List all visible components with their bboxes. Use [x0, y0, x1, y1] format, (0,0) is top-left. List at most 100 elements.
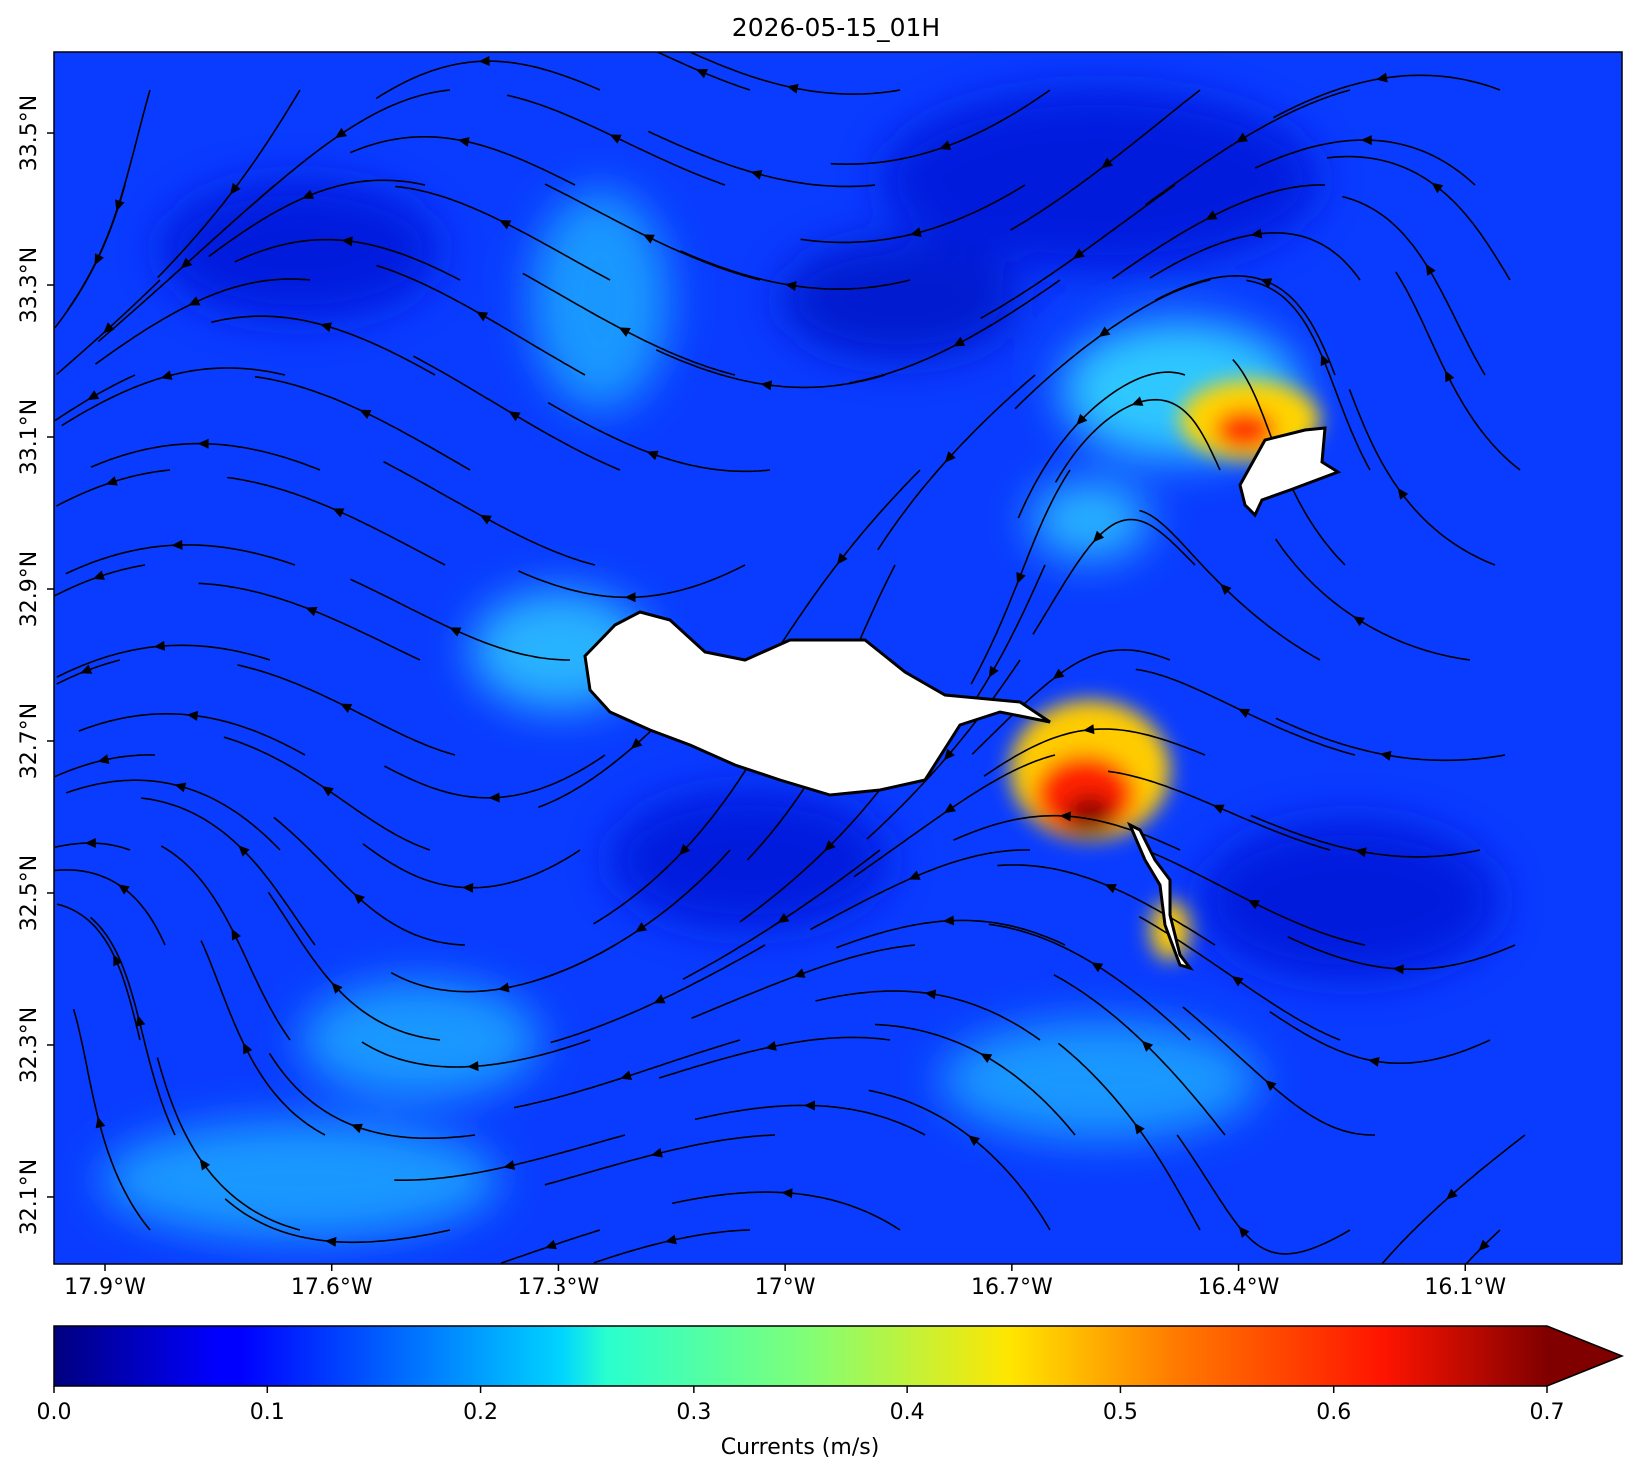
current-field: [54, 52, 1622, 1264]
stream-arrow: [1431, 182, 1444, 194]
stream-arrow: [497, 982, 510, 993]
stream-arrow: [1072, 248, 1085, 259]
stream-arrow: [171, 539, 183, 550]
stream-arrow: [1141, 1040, 1154, 1052]
map-title: 2026-05-15_01H: [732, 13, 940, 42]
stream-arrow: [1016, 571, 1026, 585]
stream-arrow: [95, 1116, 106, 1129]
y-tick-label: 33.3°N: [17, 247, 42, 323]
stream-arrow: [1091, 962, 1104, 973]
stream-arrow: [1354, 847, 1367, 858]
stream-arrow: [353, 893, 365, 905]
stream-arrow: [544, 1239, 557, 1250]
stream-arrow: [650, 1147, 663, 1158]
colorbar-tick-label: 0.2: [463, 1400, 498, 1425]
stream-arrow: [646, 450, 659, 461]
stream-arrow: [476, 311, 489, 322]
stream-arrow: [943, 748, 955, 761]
stream-arrow: [980, 1053, 993, 1064]
y-tick-label: 32.5°N: [17, 855, 42, 931]
stream-arrow: [1238, 1226, 1250, 1238]
stream-arrow: [1444, 370, 1455, 383]
colorbar-tick-label: 0.6: [1316, 1400, 1351, 1425]
stream-arrow: [653, 994, 666, 1004]
stream-arrow: [188, 296, 201, 306]
stream-arrow: [1250, 228, 1263, 239]
stream-arrow: [609, 134, 622, 144]
stream-arrow: [1231, 976, 1244, 987]
stream-arrow: [1093, 530, 1105, 543]
stream-arrow: [321, 786, 334, 797]
stream-arrow: [1212, 804, 1225, 814]
colorbar-tick-label: 0.5: [1103, 1400, 1138, 1425]
x-tick-label: 17°W: [755, 1275, 816, 1300]
stream-arrow: [117, 884, 130, 895]
stream-arrow: [760, 380, 773, 391]
stream-arrow: [620, 1070, 633, 1081]
stream-arrow: [624, 592, 636, 603]
stream-arrow: [750, 169, 763, 180]
stream-arrow: [231, 928, 241, 941]
stream-arrow: [1131, 396, 1144, 406]
stream-arrow: [1260, 278, 1273, 288]
y-tick-label: 32.1°N: [17, 1159, 42, 1235]
stream-arrow: [1392, 964, 1404, 975]
stream-arrow: [1098, 326, 1111, 338]
stream-arrow: [186, 710, 199, 721]
stream-arrow: [341, 236, 353, 247]
stream-arrow: [197, 438, 209, 449]
stream-arrow: [302, 189, 315, 199]
stream-arrow: [199, 1158, 211, 1171]
stream-arrow: [479, 514, 492, 525]
stream-arrow: [340, 703, 353, 714]
stream-arrow: [764, 1041, 777, 1051]
stream-arrow: [499, 220, 512, 230]
stream-arrow: [1059, 811, 1071, 822]
stream-arrow: [1360, 135, 1372, 146]
stream-arrow: [642, 234, 655, 244]
stream-arrow: [943, 802, 956, 814]
stream-arrow: [457, 137, 470, 147]
stream-arrow: [242, 1042, 253, 1055]
stream-arrow: [335, 127, 347, 139]
x-tick-label: 16.4°W: [1198, 1275, 1280, 1300]
stream-arrow: [942, 915, 955, 926]
stream-arrow: [1238, 708, 1251, 718]
stream-arrow: [908, 870, 921, 880]
stream-arrow: [467, 1061, 479, 1072]
colorbar-tick-label: 0.4: [890, 1400, 925, 1425]
stream-arrow: [786, 83, 799, 94]
stream-arrow: [939, 140, 952, 150]
stream-arrow: [1425, 263, 1436, 276]
stream-arrow: [1353, 616, 1365, 627]
colorbar-tick-label: 0.3: [676, 1400, 711, 1425]
stream-arrow: [503, 1160, 516, 1170]
x-tick-label: 17.9°W: [64, 1275, 146, 1300]
stream-arrow: [325, 1236, 337, 1247]
stream-arrow: [1320, 354, 1330, 367]
stream-arrow: [1052, 668, 1065, 680]
stream-arrow: [80, 664, 93, 674]
stream-arrow: [174, 782, 187, 793]
stream-arrow: [793, 968, 806, 978]
stream-arrow: [160, 370, 173, 380]
y-tick-label: 33.5°N: [17, 95, 42, 171]
stream-arrow: [1376, 72, 1388, 83]
stream-arrow: [449, 627, 462, 637]
desertas-island: [1127, 821, 1195, 971]
stream-arrow: [331, 982, 343, 994]
stream-arrow: [988, 665, 999, 678]
x-tick-label: 17.3°W: [518, 1275, 600, 1300]
stream-arrow: [695, 69, 708, 79]
stream-arrow: [462, 882, 474, 893]
madeira-island: [583, 610, 1051, 797]
y-tick-label: 32.9°N: [17, 551, 42, 627]
stream-arrow: [1083, 724, 1095, 735]
stream-arrow: [1478, 1239, 1490, 1251]
stream-arrow: [1220, 583, 1232, 596]
stream-arrow: [1265, 1079, 1277, 1091]
map-frame: [53, 51, 1623, 1265]
stream-arrow: [320, 322, 332, 333]
stream-arrow: [230, 182, 241, 195]
